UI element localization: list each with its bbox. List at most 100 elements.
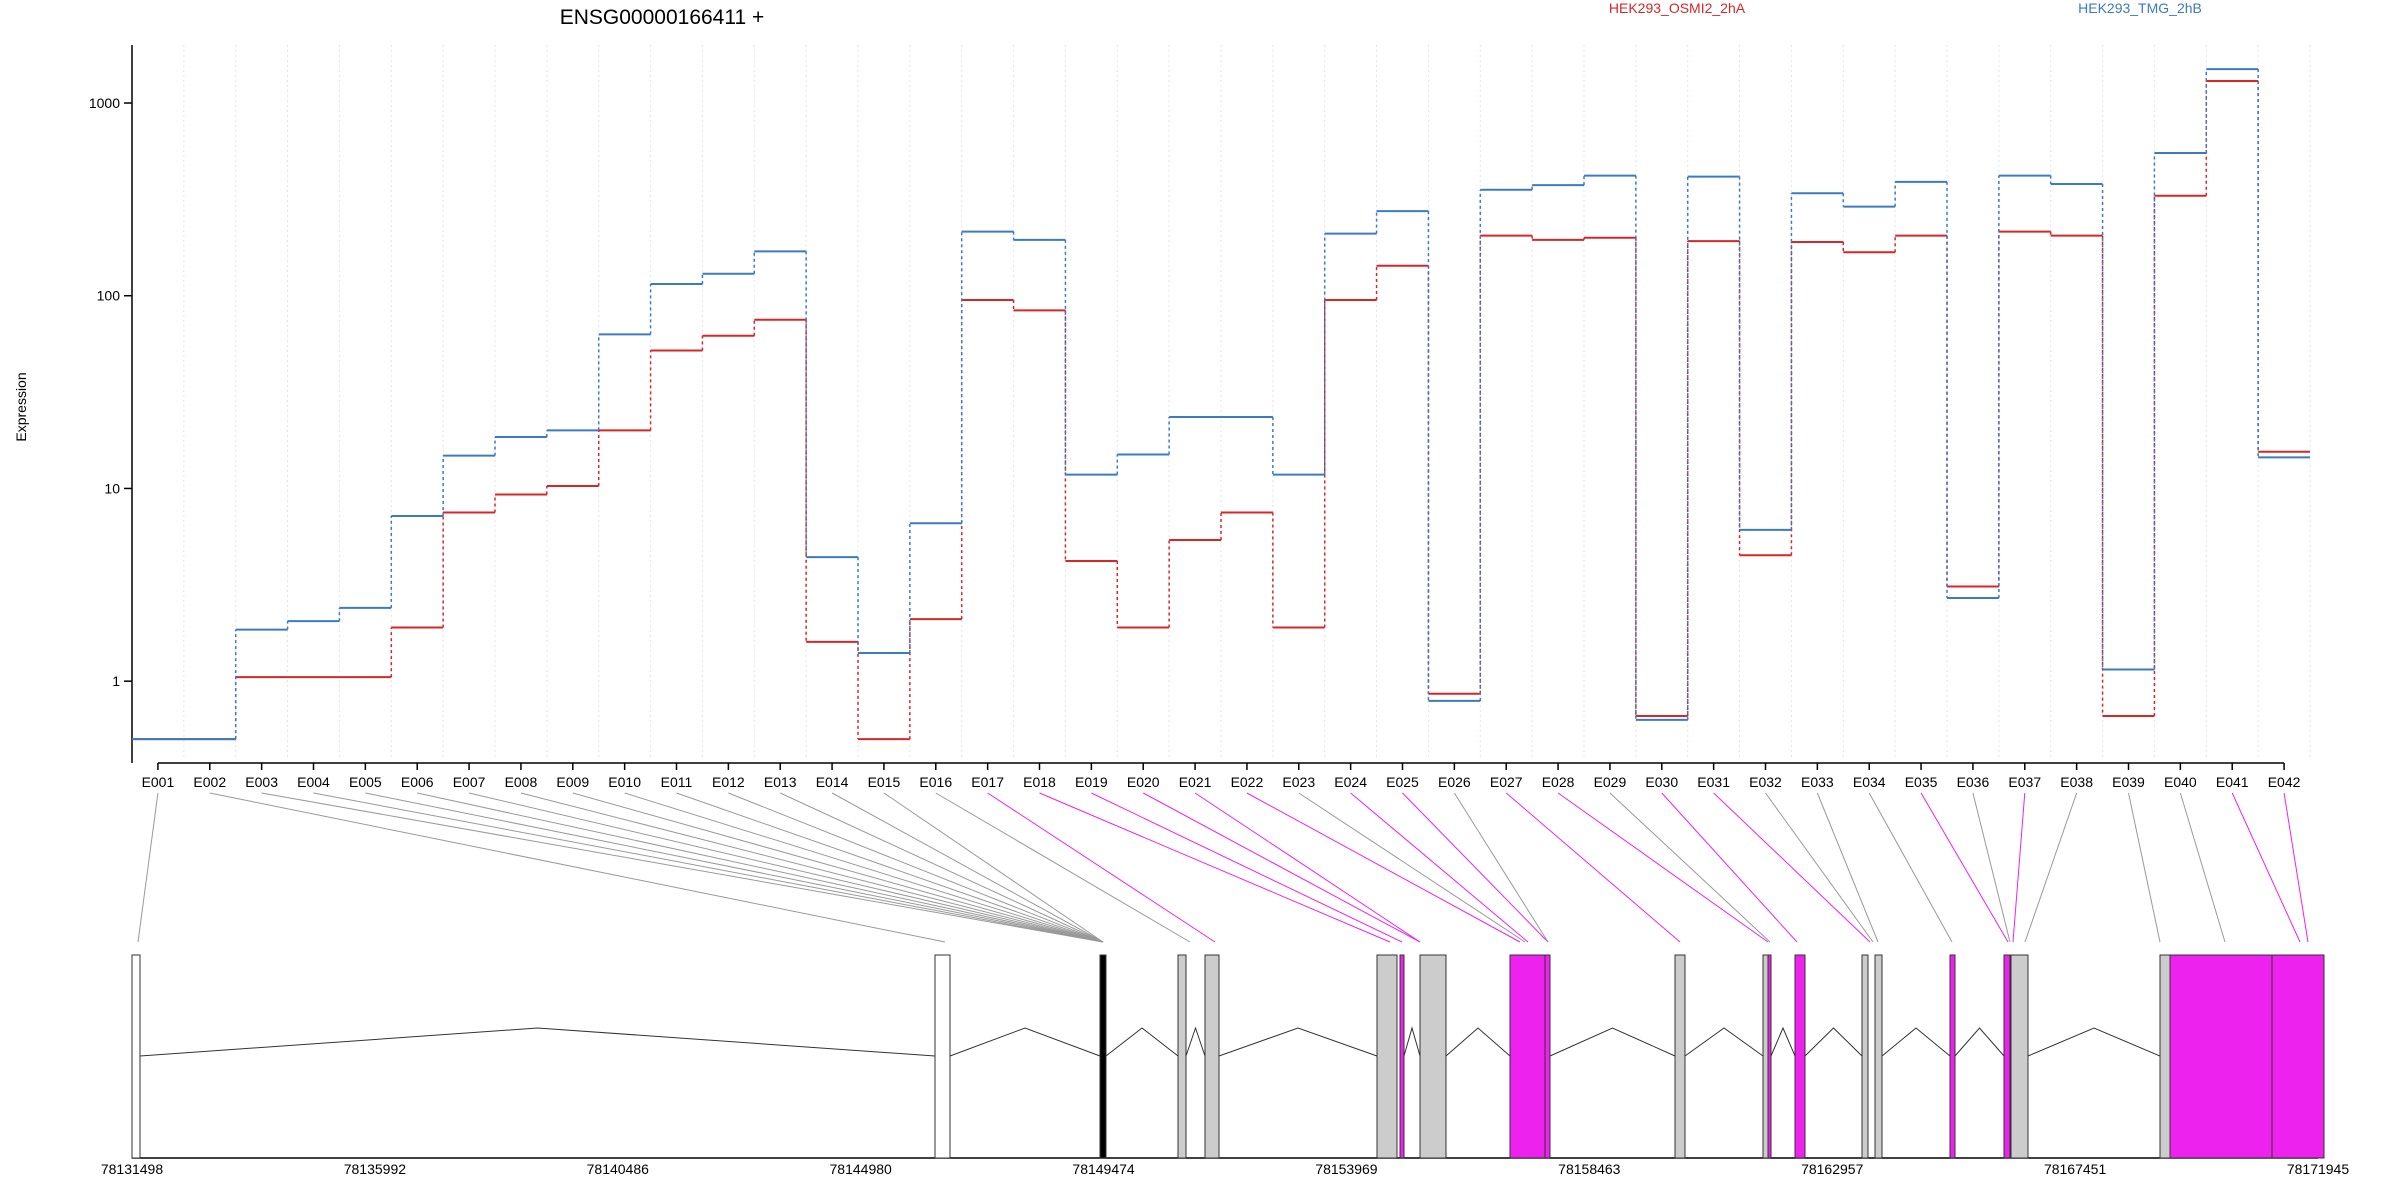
intron-line: [1549, 1027, 1676, 1057]
axes: 1 10 100 1000 E001 E002 E003 E004 E005 E006 E007 E0…: [89, 45, 2301, 790]
exon-connector: [728, 792, 1104, 943]
exon-block: [1544, 954, 1551, 1159]
exon-block: [1419, 954, 1447, 1159]
x-tick-label: E011: [661, 774, 693, 790]
exon-connector: [1713, 792, 1871, 943]
exon-block: [1874, 954, 1883, 1159]
x-tick-label: E025: [1386, 774, 1419, 790]
x-tick-label: E023: [1282, 774, 1315, 790]
exon-connector: [935, 792, 1191, 943]
exon-connector: [1609, 792, 1771, 943]
y-tick-label: 1000: [89, 95, 120, 111]
exon-connector: [1194, 792, 1421, 943]
exon-block: [2010, 954, 2029, 1159]
x-tick-label: E036: [1957, 774, 1990, 790]
y-tick-label: 10: [104, 480, 120, 496]
x-tick-label: E002: [193, 774, 226, 790]
exon-block: [1794, 954, 1806, 1159]
exon-connector: [883, 792, 1104, 943]
exon-connector: [1142, 792, 1421, 943]
y-tick-label: 1: [112, 673, 120, 689]
exon-block: [934, 954, 951, 1159]
x-tick-label: E020: [1127, 774, 1160, 790]
exon-connector: [1402, 792, 1549, 943]
exon-connector: [520, 792, 1104, 943]
x-tick-label: E034: [1853, 774, 1886, 790]
x-tick-label: E008: [505, 774, 538, 790]
exon-connector: [676, 792, 1104, 943]
exon-connector: [1868, 792, 1953, 943]
exon-connector: [1765, 792, 1874, 943]
series-HEK293_TMG_2hB: [132, 68, 2310, 741]
gene-tick-label: 78131498: [101, 1161, 164, 1177]
exon-connector: [831, 792, 1104, 943]
exon-connector: [313, 792, 1104, 943]
exon-block: [2271, 954, 2325, 1159]
exon-connectors: [137, 792, 2309, 943]
exon-connector: [2231, 792, 2301, 943]
gene-tick-label: 78149474: [1072, 1161, 1135, 1177]
gene-tick-label: 78140486: [587, 1161, 650, 1177]
x-tick-label: E019: [1075, 774, 1108, 790]
x-tick-label: E016: [919, 774, 952, 790]
x-tick-label: E001: [142, 774, 175, 790]
x-tick-label: E018: [1023, 774, 1056, 790]
intron-line: [1445, 1027, 1511, 1057]
exon-block: [1949, 954, 1956, 1159]
grid-lines: [131, 45, 2311, 760]
x-tick-label: E030: [1645, 774, 1678, 790]
exon-connector: [1246, 792, 1521, 943]
exon-connector: [987, 792, 1216, 943]
exon-connector: [417, 792, 1104, 943]
gene-tick-label: 78153969: [1315, 1161, 1378, 1177]
x-tick-label: E014: [816, 774, 849, 790]
exon-block: [1861, 954, 1869, 1159]
exon-connector: [2283, 792, 2309, 943]
x-tick-label: E029: [1594, 774, 1627, 790]
x-tick-label: E039: [2112, 774, 2145, 790]
exon-connector: [2024, 792, 2078, 943]
exon-connector: [137, 792, 159, 943]
exon-connector: [624, 792, 1104, 943]
x-tick-label: E015: [868, 774, 901, 790]
chart-title: ENSG00000166411 +: [560, 6, 765, 29]
x-tick-label: E027: [1490, 774, 1523, 790]
exon-block: [2159, 954, 2171, 1159]
intron-line: [1954, 1027, 2005, 1057]
exon-connector: [2128, 792, 2161, 943]
gene-tick-label: 78144980: [830, 1161, 893, 1177]
x-tick-label: E040: [2164, 774, 2197, 790]
exon-block: [1767, 954, 1772, 1159]
y-axis-label: Expression: [13, 372, 29, 441]
x-tick-label: E042: [2268, 774, 2301, 790]
exon-block: [1204, 954, 1220, 1159]
exon-block: [1509, 954, 1546, 1159]
exon-block: [1674, 954, 1686, 1159]
legend-series-2: HEK293_TMG_2hB: [2078, 0, 2202, 16]
exon-connector: [1453, 792, 1549, 943]
intron-line: [1185, 1026, 1206, 1057]
x-tick-label: E032: [1749, 774, 1782, 790]
gene-tick-label: 78162957: [1801, 1161, 1864, 1177]
exon-connector: [1091, 792, 1403, 943]
x-tick-label: E021: [1179, 774, 1212, 790]
gene-tick-label: 78171945: [2287, 1161, 2350, 1177]
x-tick-label: E033: [1801, 774, 1834, 790]
exon-connector: [1920, 792, 2009, 943]
intron-line: [1684, 1027, 1764, 1057]
exon-connector: [572, 792, 1104, 943]
x-tick-label: E038: [2060, 774, 2093, 790]
x-tick-label: E009: [556, 774, 589, 790]
exon-connector: [1816, 792, 1879, 943]
exon-connector: [1298, 792, 1526, 943]
x-tick-label: E007: [453, 774, 486, 790]
gene-tick-label: 78158463: [1558, 1161, 1621, 1177]
x-tick-label: E006: [401, 774, 434, 790]
x-tick-label: E035: [1905, 774, 1938, 790]
intron-line: [1770, 1026, 1796, 1057]
x-tick-label: E004: [297, 774, 330, 790]
x-tick-label: E022: [1231, 774, 1264, 790]
x-tick-label: E031: [1697, 774, 1730, 790]
x-tick-label: E026: [1438, 774, 1471, 790]
exon-connector: [1972, 792, 2011, 943]
